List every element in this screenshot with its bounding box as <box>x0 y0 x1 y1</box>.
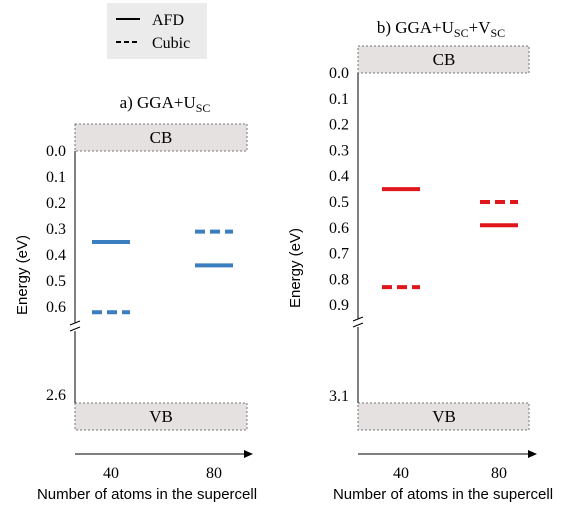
panel-b-y-tick-label: 0.3 <box>329 142 349 159</box>
panel-b-y-tick-label: 0.8 <box>329 271 349 288</box>
panel-b-vb-label: VB <box>432 407 456 426</box>
panel-b-y-tick-label: 0.5 <box>329 194 349 211</box>
panel-b-levels <box>382 187 518 290</box>
panel-a-y-tick-label: 0.1 <box>46 169 66 186</box>
panel-b-axis-break <box>352 316 364 328</box>
panel-a-y-tick-label: 0.5 <box>46 273 66 290</box>
panel-b-y-tick-label: 0.7 <box>329 246 349 263</box>
panel-a-levels <box>92 229 233 315</box>
panel-b-y-tick-label: 0.4 <box>329 168 349 185</box>
panel-a-x-tick-40: 40 <box>103 465 119 482</box>
panel-b-vb-band <box>357 402 530 431</box>
panel-a-y-axis-label: Energy (eV) <box>14 235 31 315</box>
panel-a-bottom-tick: 2.6 <box>46 387 66 404</box>
panel-b-bottom-tick: 3.1 <box>329 388 349 405</box>
panel-a-vb-label: VB <box>149 407 173 426</box>
panel-a-y-tick-label: 0.4 <box>46 247 66 264</box>
panel-a-y-tick-label: 0.6 <box>46 299 66 316</box>
panel-a-y-tick-label: 0.0 <box>46 143 66 160</box>
legend: AFD Cubic <box>107 3 207 59</box>
panel-b-y-tick-label: 0.1 <box>329 91 349 108</box>
panel-a-axis-break <box>69 320 81 332</box>
panel-b-x-axis-label: Number of atoms in the supercell <box>333 486 553 503</box>
panel-b-x-tick-40: 40 <box>393 465 409 482</box>
panel-a-cb-label: CB <box>150 128 173 147</box>
legend-label-cubic: Cubic <box>152 35 190 52</box>
legend-label-afd: AFD <box>152 12 184 29</box>
panel-a-title: a) GGA+USC <box>120 93 211 115</box>
panel-a-x-axis-label: Number of atoms in the supercell <box>37 486 257 503</box>
panel-a-y-ticks: 0.0 0.1 0.2 0.3 0.4 0.5 0.6 <box>46 143 66 316</box>
panel-b-y-tick-label: 0.2 <box>329 117 349 134</box>
panel-b-y-axis-label: Energy (eV) <box>287 228 304 308</box>
panel-a-vb-band <box>74 402 248 431</box>
panel-a-y-tick-label: 0.3 <box>46 221 66 238</box>
panel-a-x-tick-80: 80 <box>206 465 222 482</box>
panel-b-y-ticks: 0.0 0.1 0.2 0.3 0.4 0.5 0.6 0.7 0.8 0.9 <box>329 65 349 314</box>
panel-b-x-tick-80: 80 <box>491 465 507 482</box>
panel-b-cb-label: CB <box>433 50 456 69</box>
panel-b-y-tick-label: 0.0 <box>329 65 349 82</box>
panel-b: b) GGA+USC+VSC CB VB 0.00.10.20.30.40.50… <box>287 18 553 503</box>
panel-a: a) GGA+USC CB VB 0.0 0.1 0.2 0.3 0.4 0.5 0.6 2… <box>14 93 257 503</box>
panel-b-y-tick-label: 0.9 <box>329 297 349 314</box>
legend-box <box>107 3 207 59</box>
panel-b-y-tick-label: 0.6 <box>329 220 349 237</box>
panel-b-title: b) GGA+USC+VSC <box>377 18 505 40</box>
panel-b-cb-band <box>357 45 530 74</box>
panel-a-y-tick-label: 0.2 <box>46 195 66 212</box>
panel-a-cb-band <box>74 123 248 152</box>
